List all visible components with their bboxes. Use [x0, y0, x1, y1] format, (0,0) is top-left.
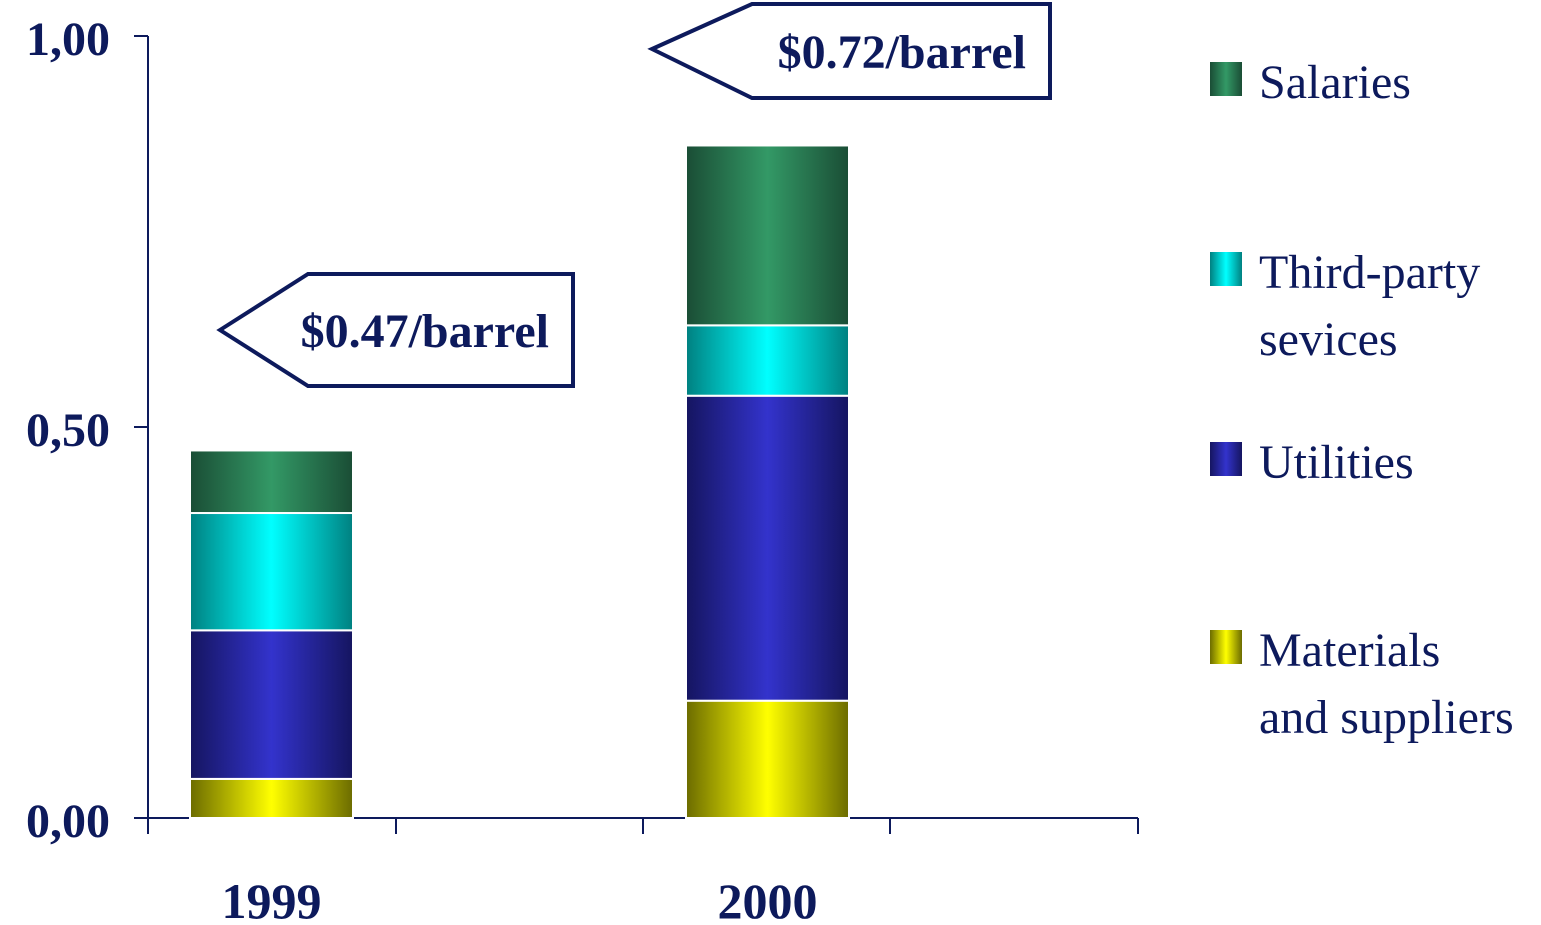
legend-label: Third-party: [1259, 246, 1480, 299]
bar-segment: [189, 449, 354, 515]
bar-segment: [685, 394, 850, 702]
bar-segment: [189, 777, 354, 820]
legend-label: sevices: [1259, 313, 1398, 366]
y-tick-label: 0,00: [26, 795, 110, 848]
legend-label: Utilities: [1259, 436, 1414, 489]
legend-swatch: [1210, 442, 1242, 476]
callout-label: $0.72/barrel: [778, 26, 1026, 79]
x-tick-label: 1999: [222, 873, 322, 925]
callout-label: $0.47/barrel: [301, 305, 549, 358]
bar-segment: [685, 144, 850, 327]
y-tick-label: 0,50: [26, 404, 110, 457]
callout-arrow-box: [216, 272, 575, 388]
legend-swatch: [1210, 252, 1242, 286]
x-tick-label: 2000: [718, 873, 818, 925]
legend-label: Materials: [1259, 624, 1440, 677]
legend-swatch: [1210, 62, 1242, 96]
bar-segment: [189, 629, 354, 780]
legend-label: and suppliers: [1259, 691, 1514, 744]
bar-segment: [685, 699, 850, 820]
legend: Salaries Third-party sevices Utilities Mater…: [1210, 56, 1514, 744]
bar-segment: [685, 324, 850, 397]
callout-arrow-box: [647, 2, 1052, 100]
axes: 0,00 0,50 1,00 1999 2000: [26, 13, 1139, 925]
legend-label: Salaries: [1259, 56, 1411, 109]
callouts: $0.47/barrel $0.72/barrel: [216, 2, 1052, 388]
bars: [189, 144, 850, 820]
y-tick-label: 1,00: [26, 13, 110, 66]
bar-segment: [189, 512, 354, 632]
legend-swatch: [1210, 630, 1242, 664]
